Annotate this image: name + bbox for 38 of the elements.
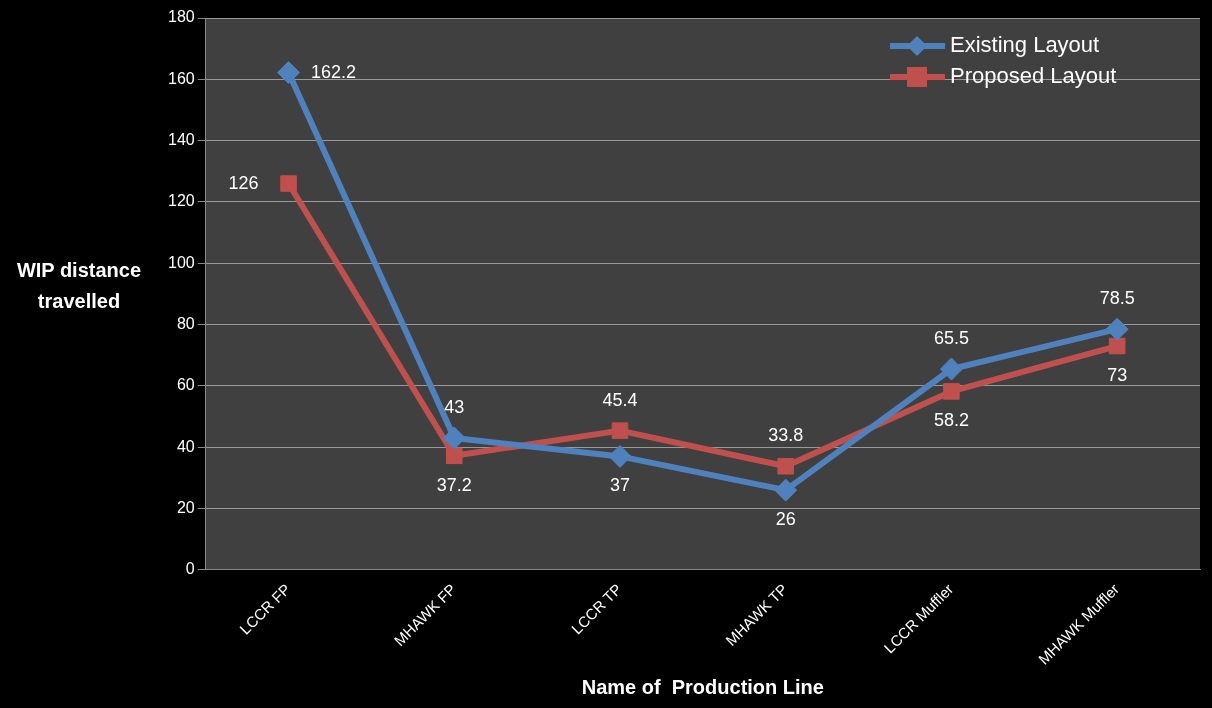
y-tick-label: 60 xyxy=(176,376,195,394)
y-tick-label: 180 xyxy=(167,8,195,26)
data-label: 73 xyxy=(1107,365,1128,386)
y-tick-label: 20 xyxy=(176,498,195,516)
point xyxy=(277,61,301,85)
point xyxy=(442,426,466,450)
y-tick-label: 40 xyxy=(176,437,195,455)
data-label: 45.4 xyxy=(602,389,638,410)
data-label: 58.2 xyxy=(933,410,969,431)
y-tick-label: 100 xyxy=(167,253,195,271)
data-label: 33.8 xyxy=(768,425,804,446)
x-axis-title: Name of Production Line xyxy=(581,675,824,698)
data-label: 26 xyxy=(775,509,796,530)
y-tick-label: 80 xyxy=(176,314,195,332)
data-label: 162.2 xyxy=(311,61,357,82)
point xyxy=(445,447,463,465)
point xyxy=(777,457,794,475)
point xyxy=(943,383,960,400)
point xyxy=(608,444,632,468)
legend-label: Proposed Layout xyxy=(950,63,1117,89)
point xyxy=(280,175,297,192)
point xyxy=(1108,337,1126,355)
data-label: 37 xyxy=(609,475,630,496)
point xyxy=(939,357,963,381)
point xyxy=(774,478,798,502)
y-tick-label: 0 xyxy=(185,560,195,578)
y-tick-label: 120 xyxy=(167,192,195,210)
data-label: 78.5 xyxy=(1099,288,1135,309)
data-label: 126 xyxy=(228,172,259,193)
y-tick-label: 140 xyxy=(167,131,195,149)
y-axis-title: WIP distance travelled xyxy=(15,258,143,314)
data-label: 43 xyxy=(444,396,465,417)
data-label: 65.5 xyxy=(933,328,969,348)
y-tick-label: 160 xyxy=(167,69,195,87)
point xyxy=(611,422,629,439)
point xyxy=(1105,317,1129,341)
legend-label: Existing Layout xyxy=(950,32,1100,58)
data-label: 37.2 xyxy=(436,474,472,495)
